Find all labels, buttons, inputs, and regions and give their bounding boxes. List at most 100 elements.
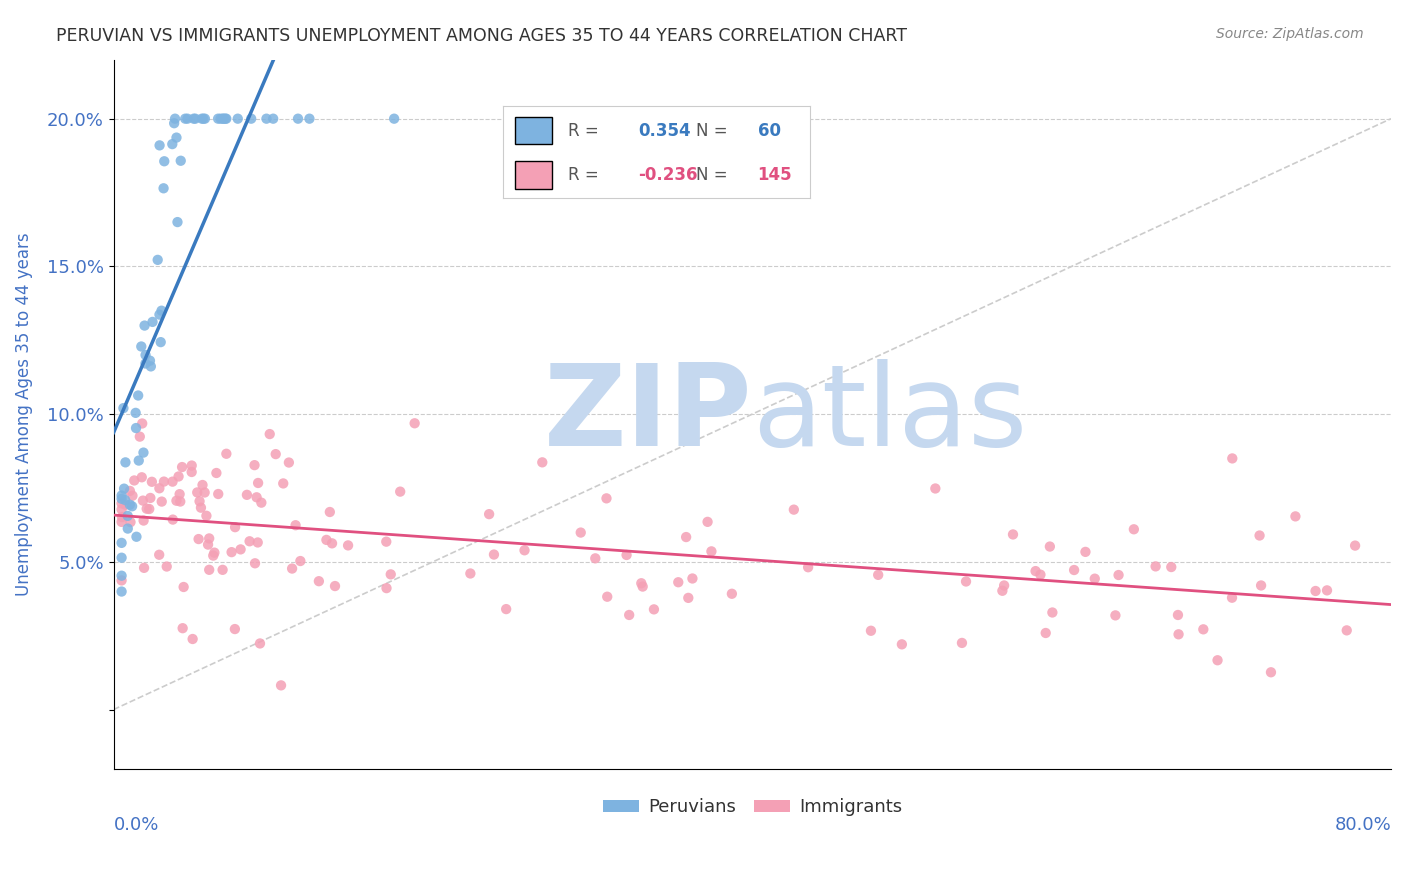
Point [162, 512, 184, 526]
Point [955, 574, 977, 589]
Point [249, 636, 271, 650]
Point [675, 530, 697, 544]
Point [135, 501, 157, 516]
Point [513, 543, 536, 558]
Point [284, 518, 307, 533]
Point [666, 575, 689, 590]
Point [194, 112, 217, 126]
Point [924, 482, 946, 496]
Point [148, 481, 170, 495]
Point [596, 590, 619, 604]
Point [195, 508, 218, 523]
Point [246, 491, 269, 505]
Point [111, 510, 134, 524]
Point [166, 215, 188, 229]
Point [138, 502, 160, 516]
Point [198, 532, 221, 546]
Point [180, 465, 202, 479]
Point [404, 417, 426, 431]
Point [259, 427, 281, 442]
Point [1035, 626, 1057, 640]
Point [132, 561, 155, 575]
Point [183, 112, 205, 126]
Point [202, 546, 225, 560]
Point [271, 476, 294, 491]
Point [859, 624, 882, 638]
Point [337, 538, 360, 552]
Point [1305, 584, 1327, 599]
Point [125, 421, 148, 435]
Point [617, 607, 640, 622]
Point [162, 475, 184, 489]
Point [207, 112, 229, 126]
Point [1344, 539, 1367, 553]
Point [148, 548, 170, 562]
Point [150, 494, 173, 508]
Point [264, 447, 287, 461]
Point [122, 474, 145, 488]
Point [1206, 653, 1229, 667]
Point [240, 112, 263, 126]
Point [290, 554, 312, 568]
Point [224, 520, 246, 534]
Text: 0.0%: 0.0% [114, 816, 159, 834]
Point [132, 493, 155, 508]
Point [783, 502, 806, 516]
Point [1040, 606, 1063, 620]
Point [246, 535, 269, 549]
Point [721, 587, 744, 601]
Point [696, 515, 718, 529]
Point [700, 544, 723, 558]
Point [247, 475, 270, 490]
Point [181, 632, 204, 646]
Point [1220, 451, 1243, 466]
Point [1144, 559, 1167, 574]
Point [127, 388, 149, 402]
Point [215, 447, 238, 461]
Point [1122, 522, 1144, 536]
Point [114, 493, 136, 508]
Point [169, 487, 191, 501]
Point [194, 485, 217, 500]
Point [319, 505, 342, 519]
Point [315, 533, 337, 547]
Point [132, 514, 155, 528]
Text: ZIP: ZIP [544, 359, 752, 469]
Point [165, 493, 187, 508]
Point [124, 406, 146, 420]
Point [323, 579, 346, 593]
Point [131, 470, 153, 484]
Point [110, 489, 132, 503]
Point [1104, 608, 1126, 623]
Y-axis label: Unemployment Among Ages 35 to 44 years: Unemployment Among Ages 35 to 44 years [15, 232, 32, 596]
Point [131, 417, 153, 431]
Point [198, 563, 221, 577]
Point [114, 455, 136, 469]
Point [153, 154, 176, 169]
Point [868, 567, 890, 582]
Point [134, 318, 156, 333]
Point [163, 112, 186, 126]
Point [118, 498, 141, 512]
Point [139, 491, 162, 505]
Point [256, 112, 278, 126]
Legend: Peruvians, Immigrants: Peruvians, Immigrants [595, 791, 910, 823]
Point [110, 584, 132, 599]
Point [117, 508, 139, 523]
Point [112, 482, 135, 496]
Point [1025, 564, 1047, 578]
Point [139, 359, 162, 374]
Point [152, 181, 174, 195]
Point [170, 153, 193, 168]
Point [188, 494, 211, 508]
Point [110, 536, 132, 550]
Point [110, 568, 132, 582]
Point [125, 530, 148, 544]
Point [1284, 509, 1306, 524]
Point [117, 522, 139, 536]
Point [212, 112, 235, 126]
Point [134, 357, 156, 371]
Point [141, 475, 163, 489]
Point [153, 475, 176, 489]
Point [270, 678, 292, 692]
